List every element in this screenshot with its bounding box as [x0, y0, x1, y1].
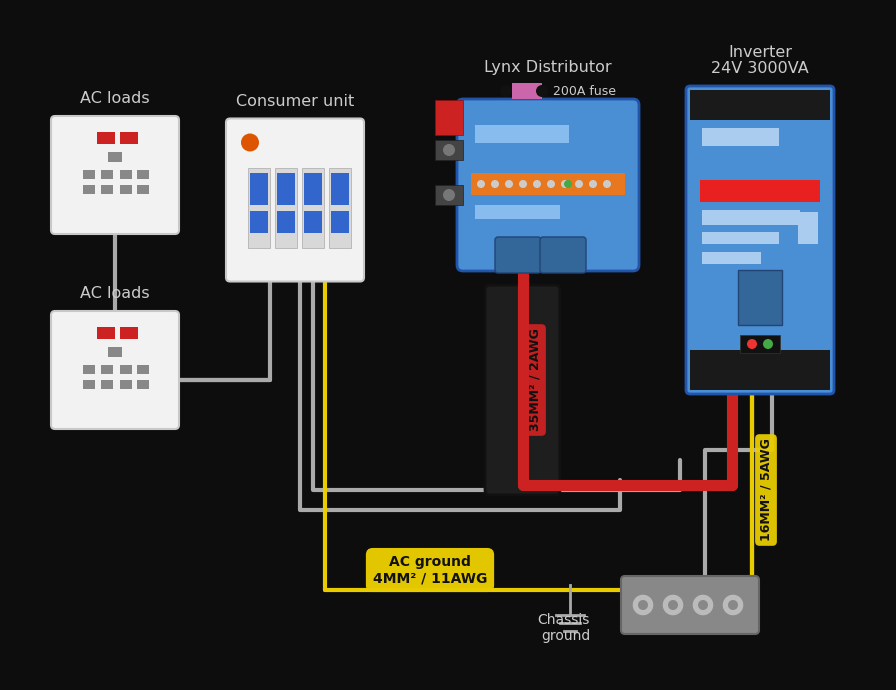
Circle shape — [519, 180, 527, 188]
Text: 35MM² / 2AWG: 35MM² / 2AWG — [529, 328, 541, 431]
Circle shape — [547, 180, 555, 188]
Bar — [304, 172, 322, 204]
Bar — [120, 132, 138, 144]
Circle shape — [603, 180, 611, 188]
Bar — [97, 132, 115, 144]
Circle shape — [638, 600, 648, 610]
Circle shape — [662, 594, 684, 616]
Circle shape — [505, 180, 513, 188]
FancyBboxPatch shape — [457, 99, 639, 271]
Circle shape — [589, 180, 597, 188]
Text: Lynx Distributor: Lynx Distributor — [484, 60, 612, 75]
Circle shape — [575, 180, 583, 188]
Circle shape — [692, 594, 714, 616]
Bar — [702, 210, 800, 225]
FancyBboxPatch shape — [495, 237, 541, 273]
Bar — [120, 365, 132, 374]
Bar — [137, 380, 149, 389]
Text: Chassis
ground: Chassis ground — [538, 613, 590, 643]
FancyBboxPatch shape — [485, 285, 560, 495]
Circle shape — [443, 144, 455, 156]
Bar — [108, 152, 122, 162]
Circle shape — [763, 339, 773, 349]
Bar — [738, 270, 782, 325]
Bar — [471, 173, 625, 195]
FancyBboxPatch shape — [686, 86, 834, 394]
Bar — [331, 210, 349, 233]
Circle shape — [564, 180, 572, 188]
Bar — [275, 168, 297, 248]
FancyBboxPatch shape — [51, 116, 179, 234]
Bar — [331, 172, 349, 204]
Bar — [435, 100, 463, 135]
Bar — [97, 327, 115, 339]
Bar — [304, 210, 322, 233]
FancyBboxPatch shape — [226, 119, 364, 282]
Bar — [798, 212, 818, 244]
Bar — [690, 350, 830, 390]
Bar — [700, 180, 820, 202]
Bar — [83, 365, 95, 374]
Circle shape — [491, 180, 499, 188]
Bar — [302, 168, 324, 248]
Bar — [137, 170, 149, 179]
Bar — [702, 232, 779, 244]
Bar — [250, 172, 268, 204]
Bar — [101, 380, 113, 389]
Circle shape — [500, 85, 512, 97]
Circle shape — [536, 85, 548, 97]
Bar — [702, 128, 779, 146]
Bar — [740, 335, 780, 353]
Bar — [690, 90, 830, 120]
Bar — [83, 185, 95, 194]
Bar — [120, 380, 132, 389]
Bar — [277, 210, 295, 233]
Text: AC ground
4MM² / 11AWG: AC ground 4MM² / 11AWG — [373, 555, 487, 585]
Text: Inverter: Inverter — [728, 45, 792, 60]
Bar — [702, 252, 761, 264]
Circle shape — [241, 133, 259, 152]
Bar — [475, 125, 568, 143]
Text: 16MM² / 5AWG: 16MM² / 5AWG — [760, 439, 772, 542]
Bar — [250, 210, 268, 233]
Circle shape — [477, 180, 485, 188]
Circle shape — [722, 594, 744, 616]
Bar — [137, 365, 149, 374]
Circle shape — [747, 339, 757, 349]
Bar — [137, 185, 149, 194]
FancyBboxPatch shape — [621, 576, 759, 634]
Bar — [83, 380, 95, 389]
Bar — [329, 168, 351, 248]
Text: Consumer unit: Consumer unit — [236, 94, 354, 108]
Bar — [435, 140, 463, 160]
Bar — [475, 205, 560, 219]
Bar — [101, 185, 113, 194]
Bar — [248, 168, 270, 248]
Bar — [120, 327, 138, 339]
Bar — [277, 172, 295, 204]
Circle shape — [443, 189, 455, 201]
Text: AC loads: AC loads — [80, 91, 150, 106]
Text: AC loads: AC loads — [80, 286, 150, 301]
Text: 24V 3000VA: 24V 3000VA — [711, 61, 809, 76]
Circle shape — [698, 600, 708, 610]
Circle shape — [632, 594, 654, 616]
Bar — [435, 185, 463, 205]
Bar — [101, 365, 113, 374]
Bar — [512, 83, 542, 99]
Bar — [101, 170, 113, 179]
Circle shape — [668, 600, 678, 610]
Bar — [120, 170, 132, 179]
Circle shape — [728, 600, 738, 610]
FancyBboxPatch shape — [540, 237, 586, 273]
FancyBboxPatch shape — [51, 311, 179, 429]
Circle shape — [561, 180, 569, 188]
Text: 200A fuse: 200A fuse — [553, 84, 616, 97]
Bar — [83, 170, 95, 179]
Bar — [108, 347, 122, 357]
Circle shape — [533, 180, 541, 188]
Bar — [120, 185, 132, 194]
